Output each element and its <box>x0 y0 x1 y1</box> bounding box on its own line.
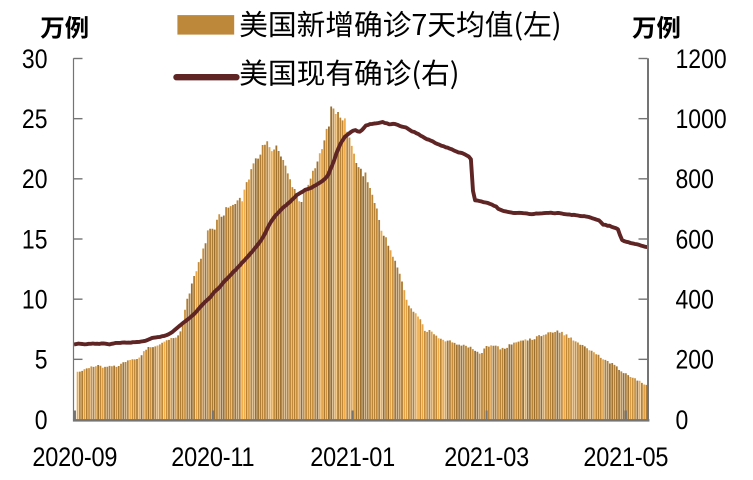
svg-text:2021-05: 2021-05 <box>583 443 668 473</box>
svg-text:15: 15 <box>22 226 48 255</box>
svg-text:0: 0 <box>35 406 48 435</box>
svg-text:25: 25 <box>22 106 48 135</box>
svg-text:2020-09: 2020-09 <box>32 443 117 473</box>
svg-text:10: 10 <box>22 286 48 315</box>
svg-text:30: 30 <box>22 45 48 74</box>
svg-text:20: 20 <box>22 166 48 195</box>
svg-text:400: 400 <box>676 286 714 315</box>
svg-text:1000: 1000 <box>676 106 727 135</box>
svg-text:0: 0 <box>676 406 689 435</box>
svg-text:600: 600 <box>676 226 714 255</box>
svg-text:200: 200 <box>676 346 714 375</box>
svg-text:2020-11: 2020-11 <box>171 443 254 473</box>
svg-text:1200: 1200 <box>676 45 727 74</box>
svg-text:5: 5 <box>35 346 48 375</box>
svg-text:2021-03: 2021-03 <box>444 443 529 473</box>
svg-text:2021-01: 2021-01 <box>310 443 395 473</box>
svg-text:800: 800 <box>676 166 714 195</box>
